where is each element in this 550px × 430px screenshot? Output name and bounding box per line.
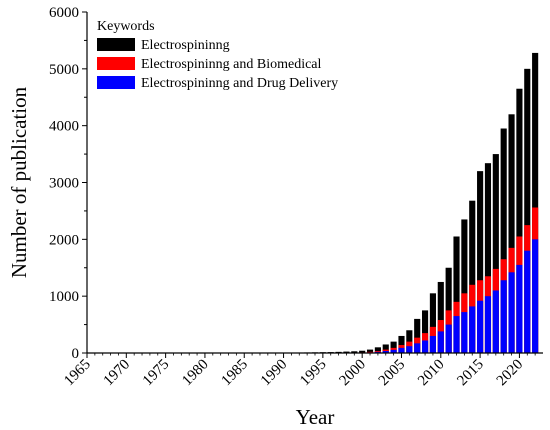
bar-electrospinning-2007 bbox=[414, 318, 421, 353]
x-tick-label: 1965 bbox=[61, 357, 94, 390]
bar-drug-delivery-2019 bbox=[508, 272, 515, 353]
x-tick-label: 2010 bbox=[415, 357, 448, 390]
legend-title: Keywords bbox=[97, 19, 155, 34]
bar-electrospinning-2022 bbox=[532, 52, 539, 354]
bar-drug-delivery-2006 bbox=[406, 346, 413, 353]
x-axis-title: Year bbox=[296, 405, 335, 429]
bar-electrospinning-2010 bbox=[437, 281, 444, 353]
bar-electrospinning-2008 bbox=[422, 310, 429, 354]
bar-drug-delivery-2016 bbox=[484, 296, 492, 353]
bar-electrospinning-2015 bbox=[477, 171, 484, 353]
x-tick-label: 1980 bbox=[179, 357, 212, 390]
x-tick-label: 1985 bbox=[219, 357, 252, 390]
bars-group bbox=[99, 52, 539, 354]
bar-electrospinning-2004 bbox=[390, 341, 397, 353]
bar-electrospinning-2001 bbox=[366, 349, 374, 353]
bar-drug-delivery-2003 bbox=[382, 351, 389, 353]
bar-electrospinning-2002 bbox=[374, 347, 381, 353]
x-tick-label: 1990 bbox=[258, 357, 291, 390]
bar-drug-delivery-2017 bbox=[492, 290, 499, 353]
bar-drug-delivery-2007 bbox=[414, 343, 421, 353]
bar-electrospinning-2021 bbox=[524, 68, 531, 353]
bar-electrospinning-2017 bbox=[492, 154, 499, 353]
legend-label-2: Electrospininng and Drug Delivery bbox=[141, 76, 338, 91]
bar-electrospinning-1998 bbox=[343, 351, 350, 353]
bar-drug-delivery-2021 bbox=[524, 250, 531, 353]
bar-drug-delivery-2015 bbox=[477, 300, 484, 353]
x-tick-label: 1995 bbox=[297, 357, 330, 390]
bar-drug-delivery-2009 bbox=[429, 335, 436, 353]
bar-electrospinning-2019 bbox=[508, 114, 515, 353]
bar-drug-delivery-2010 bbox=[437, 331, 444, 353]
y-tick-label: 5000 bbox=[49, 62, 79, 78]
bar-electrospinning-1999 bbox=[351, 351, 358, 353]
bar-electrospinning-2011 bbox=[445, 267, 452, 353]
x-tick-label: 2005 bbox=[376, 357, 409, 390]
x-tick-label: 2015 bbox=[454, 357, 487, 390]
legend: Keywords Electrospininng Electrospininng a… bbox=[97, 19, 338, 91]
bar-drug-delivery-2012 bbox=[453, 316, 460, 353]
y-tick-label: 3000 bbox=[49, 176, 79, 192]
legend-swatch-0 bbox=[97, 38, 135, 51]
y-tick-label: 2000 bbox=[49, 232, 79, 248]
legend-label-0: Electrospininng bbox=[141, 38, 230, 53]
bar-electrospinning-2000 bbox=[359, 350, 366, 353]
x-tick-label: 2020 bbox=[494, 357, 527, 390]
legend-swatch-2 bbox=[97, 76, 135, 89]
bar-drug-delivery-2005 bbox=[398, 347, 405, 353]
bar-drug-delivery-2022 bbox=[532, 239, 539, 353]
bar-electrospinning-2005 bbox=[398, 335, 405, 353]
bar-drug-delivery-2014 bbox=[469, 306, 476, 353]
y-tick-label: 4000 bbox=[49, 119, 79, 135]
bar-drug-delivery-2013 bbox=[461, 312, 468, 353]
y-tick-label: 1000 bbox=[49, 289, 79, 305]
bar-electrospinning-2012 bbox=[453, 236, 460, 353]
bar-electrospinning-2009 bbox=[429, 293, 436, 353]
bar-drug-delivery-2004 bbox=[390, 349, 397, 353]
bar-drug-delivery-2008 bbox=[422, 340, 429, 353]
bar-electrospinning-2016 bbox=[484, 163, 492, 353]
bar-electrospinning-2013 bbox=[461, 219, 468, 353]
y-tick-label: 6000 bbox=[49, 5, 79, 21]
legend-label-1: Electrospininng and Biomedical bbox=[141, 57, 322, 72]
legend-swatch-1 bbox=[97, 57, 135, 70]
bar-drug-delivery-2018 bbox=[500, 280, 507, 353]
x-tick-label: 1970 bbox=[101, 357, 134, 390]
bar-electrospinning-2014 bbox=[469, 200, 476, 353]
x-tick-label: 2000 bbox=[336, 357, 369, 390]
y-axis-title: Number of publication bbox=[7, 86, 31, 278]
bar-electrospinning-2003 bbox=[382, 344, 389, 353]
x-tick-label: 1975 bbox=[140, 357, 173, 390]
bar-electrospinning-2020 bbox=[516, 88, 523, 353]
y-tick-label: 0 bbox=[72, 346, 80, 362]
bar-drug-delivery-2020 bbox=[516, 264, 523, 353]
bar-drug-delivery-2011 bbox=[445, 324, 452, 353]
bar-electrospinning-2018 bbox=[500, 128, 507, 353]
